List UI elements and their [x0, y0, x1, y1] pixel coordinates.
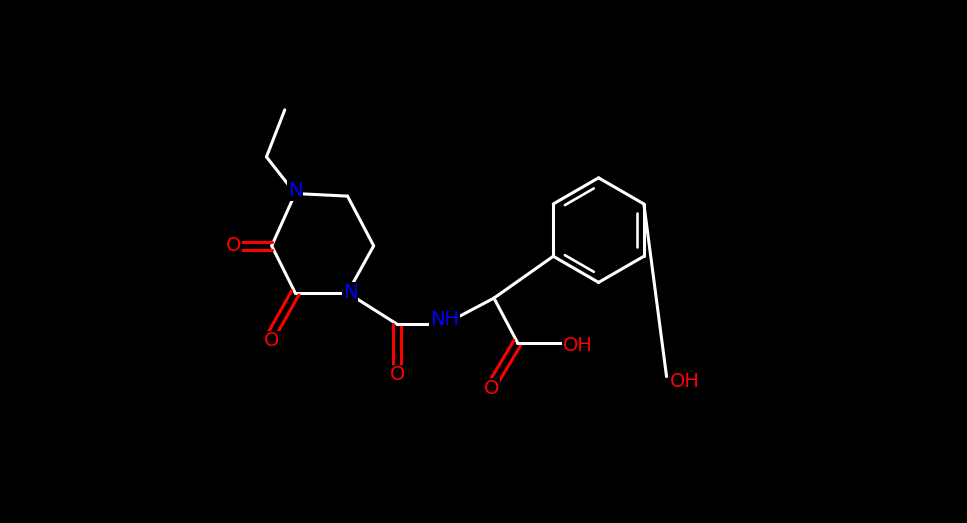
Text: N: N — [288, 181, 303, 200]
Text: O: O — [226, 236, 241, 255]
Text: OH: OH — [563, 336, 593, 355]
Text: O: O — [264, 332, 279, 350]
Text: O: O — [484, 379, 499, 397]
Text: NH: NH — [429, 310, 458, 328]
Text: OH: OH — [670, 372, 700, 391]
Text: O: O — [390, 366, 405, 384]
Text: N: N — [343, 283, 358, 302]
